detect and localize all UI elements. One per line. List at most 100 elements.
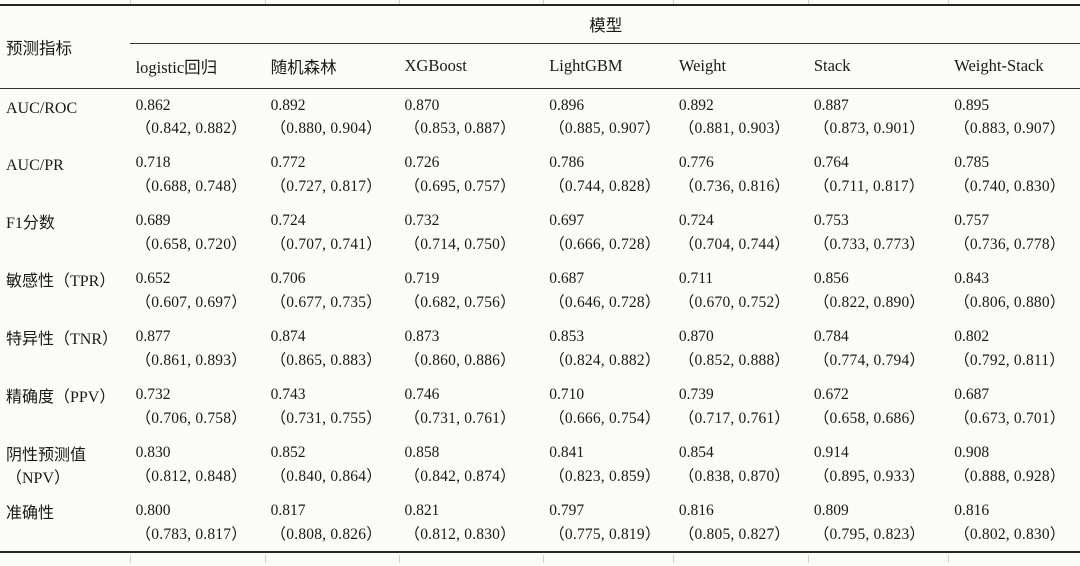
confidence-interval: （0.783, 0.817） <box>135 525 247 543</box>
result-cell: 0.785 （0.740, 0.830） <box>948 146 1080 204</box>
point-estimate: 0.908 <box>954 444 990 461</box>
table-top-edge <box>0 0 1080 4</box>
point-estimate: 0.689 <box>135 212 171 229</box>
point-estimate: 0.853 <box>549 328 585 345</box>
confidence-interval: （0.688, 0.748） <box>135 177 247 195</box>
result-cell: 0.706 （0.677, 0.735） <box>265 262 399 320</box>
point-estimate: 0.852 <box>270 444 306 461</box>
result-cell: 0.870 （0.853, 0.887） <box>399 88 544 146</box>
result-cell: 0.718 （0.688, 0.748） <box>130 146 265 204</box>
point-estimate: 0.873 <box>404 328 440 345</box>
point-estimate: 0.786 <box>549 154 585 171</box>
point-estimate: 0.710 <box>549 386 585 403</box>
point-estimate: 0.874 <box>270 328 306 345</box>
confidence-interval: （0.736, 0.778） <box>954 235 1066 253</box>
point-estimate: 0.800 <box>135 502 171 519</box>
result-cell: 0.689 （0.658, 0.720） <box>130 204 265 262</box>
header-row-group: 预测指标 模型 <box>0 5 1080 89</box>
confidence-interval: （0.792, 0.811） <box>954 351 1065 369</box>
metric-label: 精确度（PPV） <box>6 389 116 406</box>
confidence-interval: （0.736, 0.816） <box>678 177 791 195</box>
result-cell: 0.786 （0.744, 0.828） <box>543 146 673 204</box>
column-header-random-forest: 随机森林 <box>264 43 399 89</box>
confidence-interval: （0.888, 0.928） <box>954 467 1066 485</box>
result-cell: 0.821 （0.812, 0.830） <box>399 494 544 552</box>
confidence-interval: （0.666, 0.754） <box>549 409 661 427</box>
result-cell: 0.862 （0.842, 0.882） <box>130 88 265 146</box>
confidence-interval: （0.806, 0.880） <box>954 293 1066 311</box>
metric-label: AUC/PR <box>6 157 64 174</box>
result-cell: 0.753 （0.733, 0.773） <box>808 204 948 262</box>
confidence-interval: （0.895, 0.933） <box>813 467 926 485</box>
point-estimate: 0.757 <box>954 212 990 229</box>
result-cell: 0.687 （0.673, 0.701） <box>948 378 1080 436</box>
result-cell: 0.816 （0.802, 0.830） <box>948 494 1080 552</box>
confidence-interval: （0.865, 0.883） <box>270 351 382 369</box>
point-estimate: 0.753 <box>813 212 849 229</box>
confidence-interval: （0.711, 0.817） <box>813 177 925 195</box>
result-cell: 0.895 （0.883, 0.907） <box>948 88 1080 146</box>
point-estimate: 0.687 <box>549 270 585 287</box>
confidence-interval: （0.795, 0.823） <box>813 525 926 543</box>
result-cell: 0.732 （0.706, 0.758） <box>130 378 265 436</box>
confidence-interval: （0.658, 0.686） <box>813 409 926 427</box>
point-estimate: 0.732 <box>135 386 171 403</box>
point-estimate: 0.830 <box>135 444 171 461</box>
result-cell: 0.843 （0.806, 0.880） <box>948 262 1080 320</box>
confidence-interval: （0.861, 0.893） <box>135 351 247 369</box>
point-estimate: 0.726 <box>404 154 440 171</box>
table-row: 敏感性（TPR） 0.652 （0.607, 0.697） 0.706 （0.677… <box>0 262 1080 320</box>
point-estimate: 0.802 <box>954 328 990 345</box>
point-estimate: 0.776 <box>678 154 714 171</box>
confidence-interval: （0.802, 0.830） <box>954 525 1066 543</box>
confidence-interval: （0.853, 0.887） <box>404 120 516 138</box>
point-estimate: 0.718 <box>135 154 171 171</box>
point-estimate: 0.817 <box>270 502 306 519</box>
point-estimate: 0.672 <box>813 386 849 403</box>
confidence-interval: （0.727, 0.817） <box>270 177 382 195</box>
table-row: 特异性（TNR） 0.877 （0.861, 0.893） 0.874 （0.865… <box>0 320 1080 378</box>
point-estimate: 0.697 <box>549 212 585 229</box>
point-estimate: 0.816 <box>678 502 714 519</box>
confidence-interval: （0.673, 0.701） <box>954 409 1066 427</box>
confidence-interval: （0.646, 0.728） <box>549 293 661 311</box>
result-cell: 0.719 （0.682, 0.756） <box>399 262 544 320</box>
result-cell: 0.784 （0.774, 0.794） <box>808 320 948 378</box>
point-estimate: 0.892 <box>678 96 714 114</box>
result-cell: 0.870 （0.852, 0.888） <box>673 320 808 378</box>
result-cell: 0.724 （0.707, 0.741） <box>265 204 399 262</box>
confidence-interval: （0.731, 0.761） <box>404 409 516 427</box>
result-cell: 0.710 （0.666, 0.754） <box>543 378 673 436</box>
result-cell: 0.830 （0.812, 0.848） <box>130 436 265 494</box>
point-estimate: 0.892 <box>270 96 306 114</box>
result-cell: 0.764 （0.711, 0.817） <box>808 146 948 204</box>
point-estimate: 0.739 <box>678 386 714 403</box>
point-estimate: 0.856 <box>813 270 849 287</box>
result-cell: 0.776 （0.736, 0.816） <box>673 146 808 204</box>
confidence-interval: （0.842, 0.874） <box>404 467 516 485</box>
confidence-interval: （0.842, 0.882） <box>135 120 247 138</box>
metric-label: 敏感性（TPR） <box>6 273 116 290</box>
column-header-xgboost: XGBoost <box>398 43 544 89</box>
confidence-interval: （0.805, 0.827） <box>678 525 791 543</box>
result-cell: 0.856 （0.822, 0.890） <box>808 262 948 320</box>
confidence-interval: （0.852, 0.888） <box>678 351 791 369</box>
point-estimate: 0.895 <box>954 96 990 114</box>
result-cell: 0.672 （0.658, 0.686） <box>808 378 948 436</box>
column-header-stack: Stack <box>807 43 949 89</box>
table-row: F1分数 0.689 （0.658, 0.720） 0.724 （0.707, 0.… <box>0 204 1080 262</box>
result-cell: 0.687 （0.646, 0.728） <box>543 262 673 320</box>
confidence-interval: （0.883, 0.907） <box>954 120 1066 138</box>
point-estimate: 0.816 <box>954 502 990 519</box>
result-cell: 0.739 （0.717, 0.761） <box>673 378 808 436</box>
result-cell: 0.892 （0.880, 0.904） <box>265 88 399 146</box>
point-estimate: 0.724 <box>678 212 714 229</box>
point-estimate: 0.862 <box>135 96 171 114</box>
confidence-interval: （0.714, 0.750） <box>404 235 516 253</box>
column-header-weight-stack: Weight-Stack <box>948 43 1080 89</box>
table-row: AUC/ROC 0.862 （0.842, 0.882） 0.892 （0.880,… <box>0 88 1080 146</box>
result-cell: 0.873 （0.860, 0.886） <box>399 320 544 378</box>
point-estimate: 0.854 <box>678 444 714 461</box>
result-cell: 0.697 （0.666, 0.728） <box>543 204 673 262</box>
confidence-interval: （0.717, 0.761） <box>678 409 791 427</box>
